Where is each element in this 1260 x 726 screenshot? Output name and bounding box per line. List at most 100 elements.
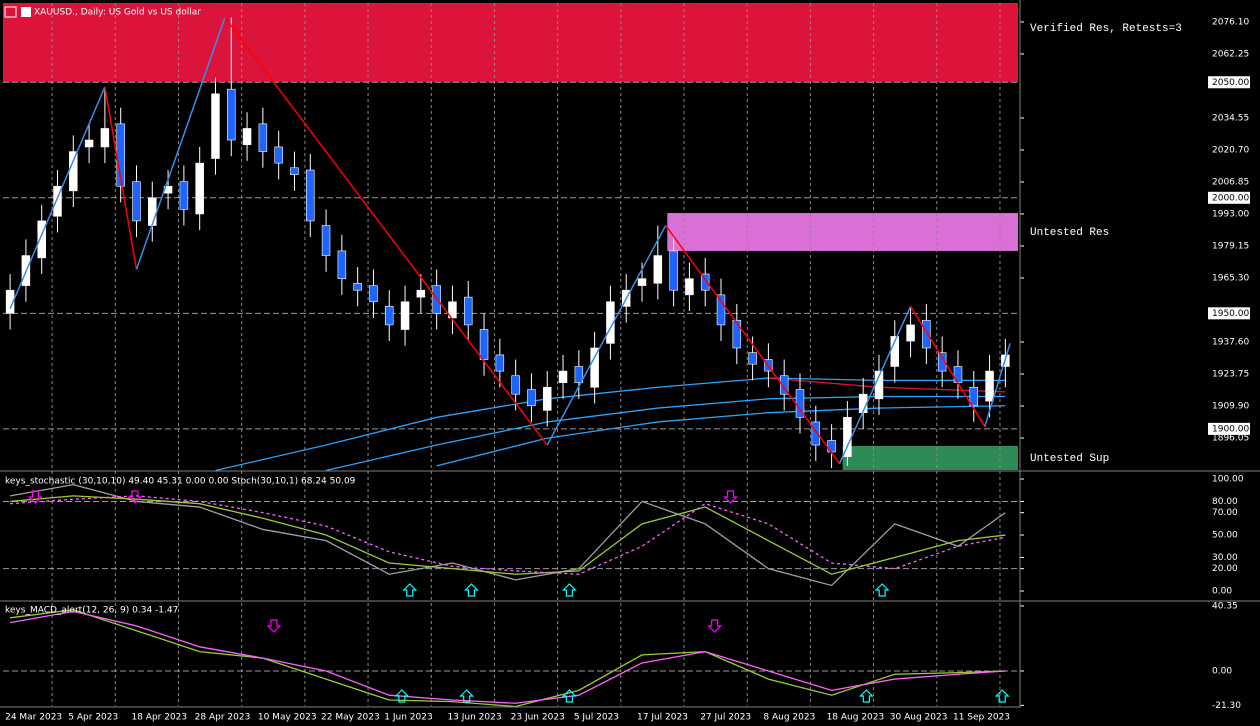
candle-body: [779, 375, 789, 395]
y-tick-label: 80.00: [1212, 497, 1238, 507]
candle-body: [637, 278, 647, 286]
candle-body: [922, 319, 931, 349]
candle-body: [985, 370, 994, 402]
signal-arrow: [874, 583, 890, 597]
candle-body: [906, 324, 915, 342]
zigzag-segment: [665, 225, 841, 464]
candle-body: [227, 88, 236, 141]
y-tick-label: 2006.85: [1212, 177, 1249, 187]
signal-arrow: [459, 689, 475, 703]
y-tick-label: 1979.15: [1212, 241, 1249, 251]
candle-body: [527, 389, 536, 407]
candle-body: [258, 123, 268, 152]
level-label: 1950.00: [1212, 309, 1249, 319]
zone: [842, 445, 1018, 470]
x-tick-label: 10 May 2023: [258, 713, 317, 723]
candle-body: [274, 146, 283, 164]
level-box: [1208, 307, 1250, 320]
zones: [3, 3, 1018, 470]
candle-body: [53, 185, 62, 217]
indicator-line: [10, 609, 1006, 708]
y-tick-label: 0.00: [1212, 667, 1232, 677]
level-box: [1208, 191, 1250, 204]
candle-body: [669, 250, 678, 291]
x-tick-label: 28 Apr 2023: [195, 713, 251, 723]
zone-label: Untested Res: [1030, 227, 1109, 239]
y-tick-label: 1923.75: [1212, 369, 1249, 379]
y-tick-label: 2076.10: [1212, 17, 1249, 27]
y-tick-label: 1993.00: [1212, 209, 1249, 219]
candle-body: [337, 250, 347, 279]
x-tick-label: 11 Sep 2023: [953, 713, 1010, 723]
candle-body: [748, 352, 757, 365]
x-tick-label: 1 Jun 2023: [384, 713, 432, 723]
signal-arrow: [266, 619, 282, 633]
x-tick-label: 30 Aug 2023: [890, 713, 948, 723]
y-tick-label: 2020.70: [1212, 145, 1249, 155]
candle-body: [969, 386, 979, 407]
candle-body: [937, 352, 947, 372]
indicator-line: [9, 610, 1006, 704]
zigzag-segment: [546, 225, 667, 446]
candle-body: [100, 128, 110, 148]
level-label: 1900.00: [1212, 424, 1249, 434]
signal-arrow: [127, 490, 143, 504]
signal-arrow: [394, 689, 410, 703]
candle-body: [511, 375, 520, 395]
candle-body: [369, 285, 378, 303]
menu-icon[interactable]: [4, 6, 17, 18]
y-tick-label: 40.35: [1212, 601, 1238, 611]
candle-body: [84, 139, 94, 148]
candle-body: [400, 301, 410, 330]
y-tick-label: 50.00: [1212, 531, 1238, 541]
symbol-icon[interactable]: [21, 7, 31, 17]
signal-arrow: [858, 689, 874, 703]
y-tick-label: 20.00: [1212, 564, 1238, 574]
candle-body: [242, 128, 252, 145]
candle-body: [653, 255, 663, 284]
y-tick-label: 1965.30: [1212, 273, 1249, 283]
signal-arrow: [463, 583, 479, 597]
zone: [3, 3, 1018, 83]
candle-body: [479, 329, 489, 360]
x-tick-label: 8 Aug 2023: [763, 713, 815, 723]
candle-body: [574, 366, 584, 383]
x-tick-label: 5 Jul 2023: [574, 713, 619, 723]
zigzag-segment: [224, 17, 548, 446]
zigzag-segment: [135, 17, 226, 270]
candle-body: [811, 421, 821, 446]
x-tick-label: 18 Apr 2023: [131, 713, 187, 723]
y-tick-label: 1909.90: [1212, 401, 1249, 411]
candle-body: [700, 273, 710, 291]
signal-arrow: [723, 490, 738, 504]
candle-body: [179, 181, 189, 210]
zigzag-segment: [104, 86, 138, 270]
candle-body: [606, 301, 615, 344]
candle-body: [195, 162, 204, 215]
zigzag-segment: [9, 86, 106, 310]
signal-arrow: [994, 689, 1010, 703]
candle-body: [716, 294, 726, 326]
candle-body: [558, 370, 568, 383]
y-tick-label: 30.00: [1212, 553, 1238, 563]
x-tick-label: 17 Jul 2023: [637, 713, 688, 723]
signal-arrow: [402, 583, 418, 597]
x-tick-label: 23 Jun 2023: [511, 713, 565, 723]
zone-label: Untested Sup: [1030, 453, 1109, 465]
signal-arrow: [561, 689, 577, 703]
y-tick-label: 0.00: [1212, 587, 1232, 597]
candle-body: [353, 282, 362, 291]
y-tick-label: 70.00: [1212, 508, 1238, 518]
level-box: [1208, 422, 1250, 435]
candle-body: [5, 289, 15, 314]
level-box: [1208, 76, 1250, 89]
candle-body: [321, 225, 331, 256]
candle-body: [590, 347, 599, 388]
zigzag-segment: [838, 306, 912, 464]
candle-body: [463, 296, 473, 326]
candle-body: [448, 301, 457, 319]
x-tick-label: 18 Aug 2023: [827, 713, 885, 723]
x-tick-label: 27 Jul 2023: [700, 713, 751, 723]
candle-body: [385, 306, 394, 326]
